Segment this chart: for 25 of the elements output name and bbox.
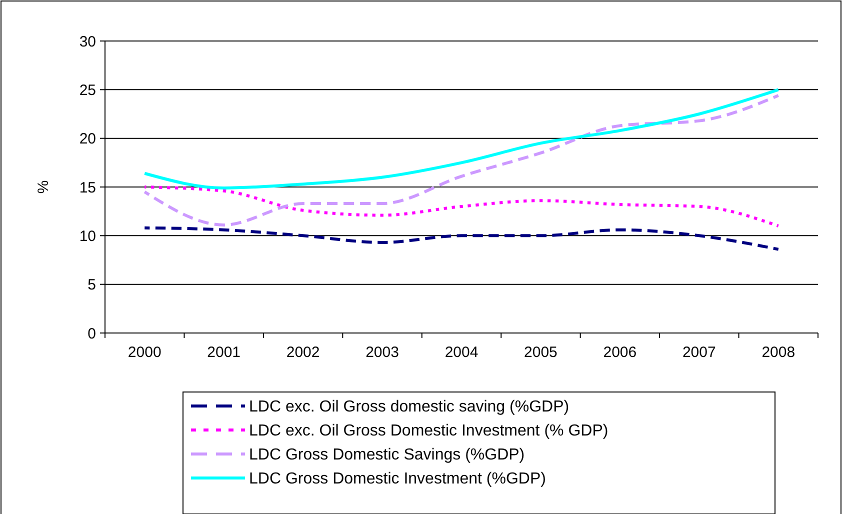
y-tick-label: 20 [79, 130, 96, 148]
x-tick-label: 2001 [207, 344, 241, 361]
y-tick-label: 15 [79, 179, 96, 196]
legend-label: LDC Gross Domestic Savings (%GDP) [249, 446, 525, 464]
legend-label: LDC exc. Oil Gross domestic saving (%GDP) [249, 398, 570, 416]
line-series [143, 226, 780, 251]
legend-label: LDC exc. Oil Gross Domestic Investment (% GDP) [249, 422, 608, 440]
x-tick-label: 2000 [128, 344, 162, 361]
x-tick-label: 2007 [682, 344, 716, 361]
y-tick-label: 30 [79, 33, 96, 50]
x-tick-label: 2005 [524, 344, 558, 361]
legend-label: LDC Gross Domestic Investment (%GDP) [249, 470, 546, 488]
x-tick-label: 2008 [762, 344, 796, 361]
y-tick-label: 0 [88, 325, 96, 342]
y-tick-label: 10 [79, 228, 96, 245]
x-tick-label: 2006 [603, 344, 637, 361]
y-tick-label: 25 [79, 82, 96, 99]
x-tick-label: 2002 [286, 344, 320, 361]
line-series [143, 186, 780, 228]
x-tick-label: 2004 [444, 344, 478, 361]
line-series [143, 94, 780, 226]
y-axis-title: % [35, 180, 52, 194]
line-series [143, 88, 780, 190]
y-tick-label: 5 [88, 276, 96, 294]
x-tick-label: 2003 [366, 344, 399, 361]
